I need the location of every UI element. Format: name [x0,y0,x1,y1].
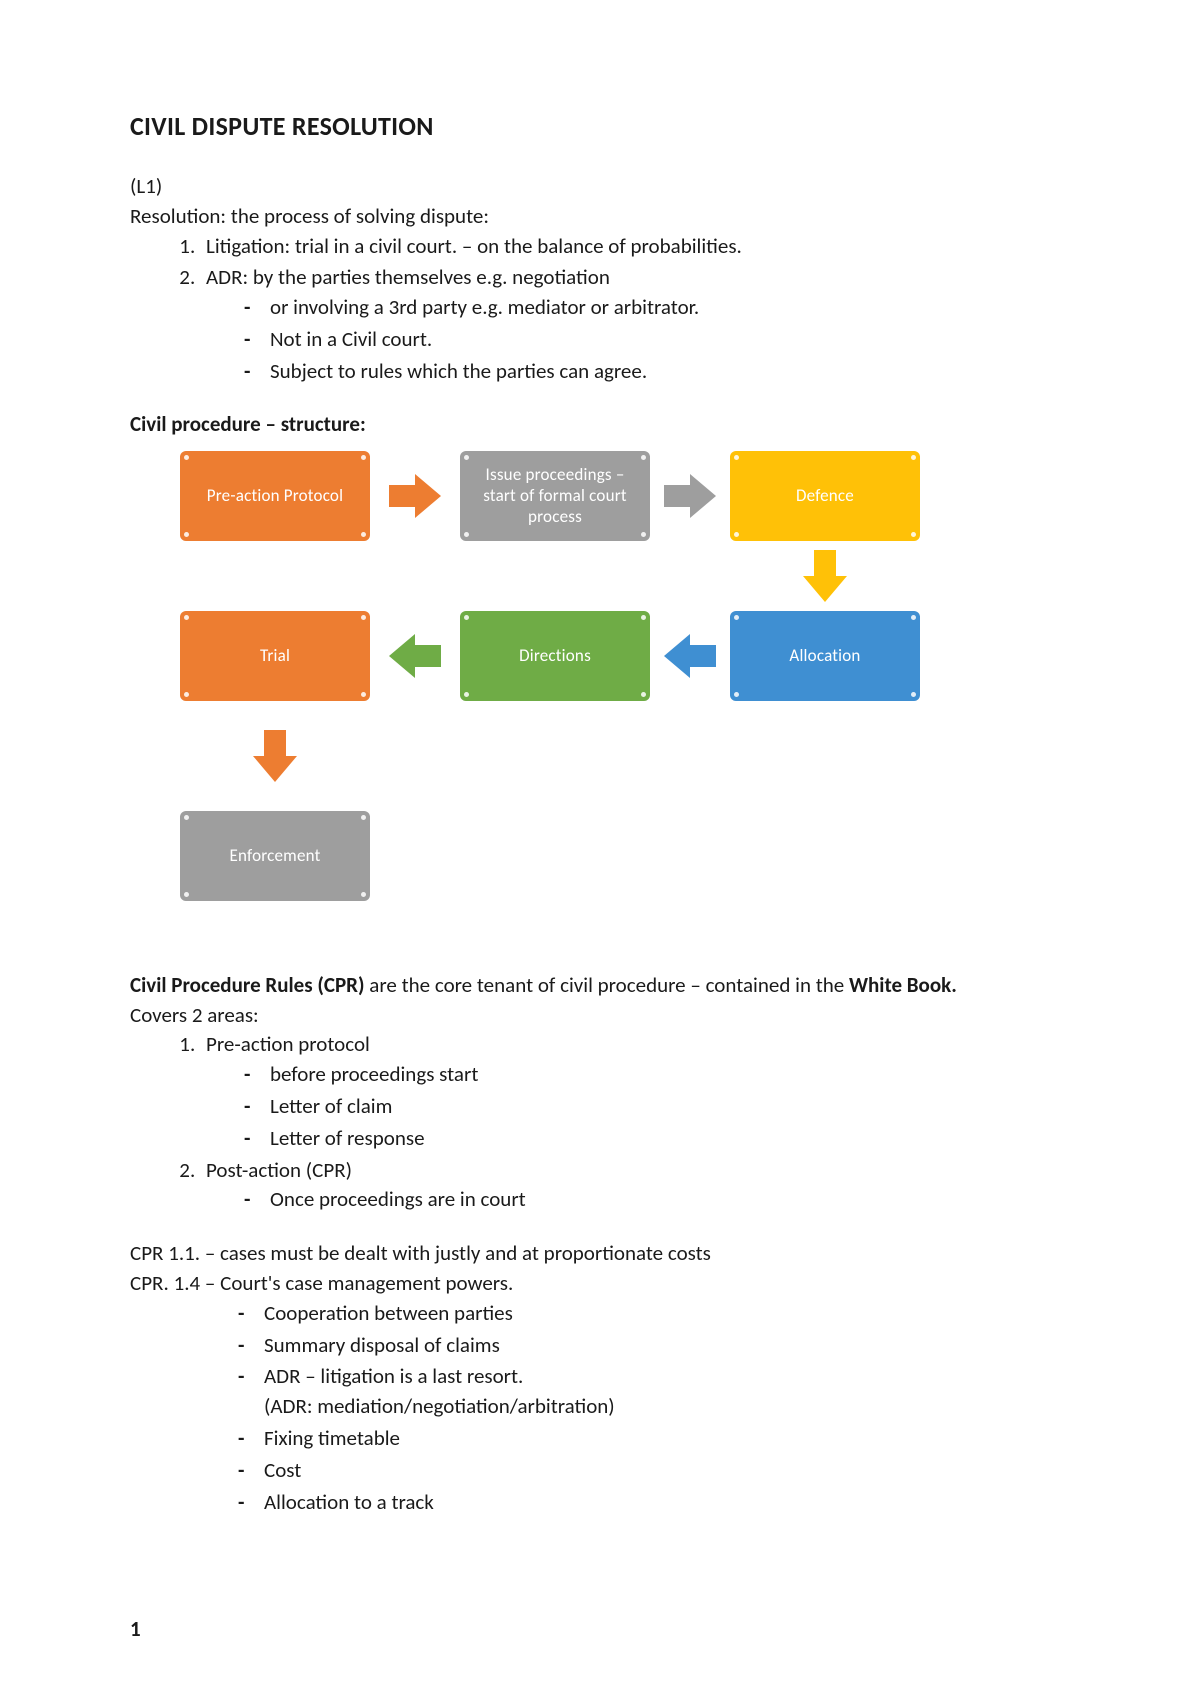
cpr-1-1: CPR 1.1. – cases must be dealt with just… [130,1239,1070,1269]
list-item: or involving a 3rd party e.g. mediator o… [244,293,1070,323]
list-item-text: Letter of claim [270,1093,392,1119]
covers-list: Pre-action protocol before proceedings s… [130,1030,1070,1215]
flow-arrow-preaction-issue [389,474,441,518]
document-title: CIVIL DISPUTE RESOLUTION [130,110,1070,142]
postaction-sublist: Once proceedings are in court [206,1185,1070,1215]
list-item-text: before proceedings start [270,1061,478,1087]
list-item-text: Once proceedings are in court [270,1186,526,1212]
list-item: Post-action (CPR) Once proceedings are i… [200,1156,1070,1216]
cpr14-sublist: Cooperation between parties Summary disp… [130,1299,1070,1518]
adr-sublist: or involving a 3rd party e.g. mediator o… [206,293,1070,386]
list-item: Fixing timetable [238,1424,1070,1454]
flow-arrow-trial-enforcement [253,730,297,782]
list-item: Pre-action protocol before proceedings s… [200,1030,1070,1153]
flow-node-issue: Issue proceedings – start of formal cour… [460,451,650,541]
resolution-intro: Resolution: the process of solving dispu… [130,202,1070,232]
list-item-text: Cost [264,1457,301,1483]
cpr-1-4: CPR. 1.4 – Court's case management power… [130,1269,1070,1299]
list-item-text: ADR: by the parties themselves e.g. nego… [206,264,610,290]
cpr-intro: Civil Procedure Rules (CPR) are the core… [130,971,1070,1001]
list-item: Subject to rules which the parties can a… [244,357,1070,387]
flow-node-enforcement: Enforcement [180,811,370,901]
list-item: Litigation: trial in a civil court. – on… [200,232,1070,262]
list-item: Letter of response [244,1124,1070,1154]
list-item: Allocation to a track [238,1488,1070,1518]
list-item-text: Litigation: trial in a civil court. – on… [206,233,742,259]
page-number: 1 [130,1616,141,1642]
list-item: Once proceedings are in court [244,1185,1070,1215]
structure-heading: Civil procedure – structure: [130,411,1070,437]
list-item-text: Letter of response [270,1125,425,1151]
flow-arrow-allocation-directions [664,634,716,678]
list-item-text: Post-action (CPR) [206,1157,352,1183]
list-item-text: Pre-action protocol [206,1031,370,1057]
flow-arrow-directions-trial [389,634,441,678]
cpr-intro-bold-2: White Book. [849,972,957,998]
flow-node-allocation: Allocation [730,611,920,701]
resolution-list: Litigation: trial in a civil court. – on… [130,232,1070,387]
lecture-label: (L1) [130,172,1070,202]
list-item-text: Summary disposal of claims [264,1332,500,1358]
cpr-intro-bold: Civil Procedure Rules (CPR) [130,972,365,998]
flow-node-preaction: Pre-action Protocol [180,451,370,541]
list-item-text: Cooperation between parties [264,1300,513,1326]
flow-arrow-issue-defence [664,474,716,518]
page: CIVIL DISPUTE RESOLUTION (L1) Resolution… [0,0,1200,1698]
flow-node-trial: Trial [180,611,370,701]
list-item: Cooperation between parties [238,1299,1070,1329]
list-item-text: Not in a Civil court. [270,326,432,352]
list-item: Cost [238,1456,1070,1486]
list-item: Letter of claim [244,1092,1070,1122]
list-item: Summary disposal of claims [238,1331,1070,1361]
list-item: before proceedings start [244,1060,1070,1090]
list-item-text: ADR – litigation is a last resort. [264,1363,523,1389]
flow-node-defence: Defence [730,451,920,541]
flow-arrow-defence-allocation [803,550,847,602]
cpr-intro-text: are the core tenant of civil procedure –… [365,972,849,998]
list-item: Not in a Civil court. [244,325,1070,355]
list-item: ADR: by the parties themselves e.g. nego… [200,263,1070,386]
list-item-text: or involving a 3rd party e.g. mediator o… [270,294,699,320]
adr-paren: (ADR: mediation/negotiation/arbitration) [264,1392,1070,1422]
list-item-text: Subject to rules which the parties can a… [270,358,647,384]
flowchart: Pre-action Protocol Issue proceedings – s… [170,451,950,951]
covers-label: Covers 2 areas: [130,1001,1070,1031]
list-item-text: Fixing timetable [264,1425,400,1451]
flow-node-directions: Directions [460,611,650,701]
list-item-text: Allocation to a track [264,1489,434,1515]
preaction-sublist: before proceedings start Letter of claim… [206,1060,1070,1153]
list-item: ADR – litigation is a last resort. (ADR:… [238,1362,1070,1422]
